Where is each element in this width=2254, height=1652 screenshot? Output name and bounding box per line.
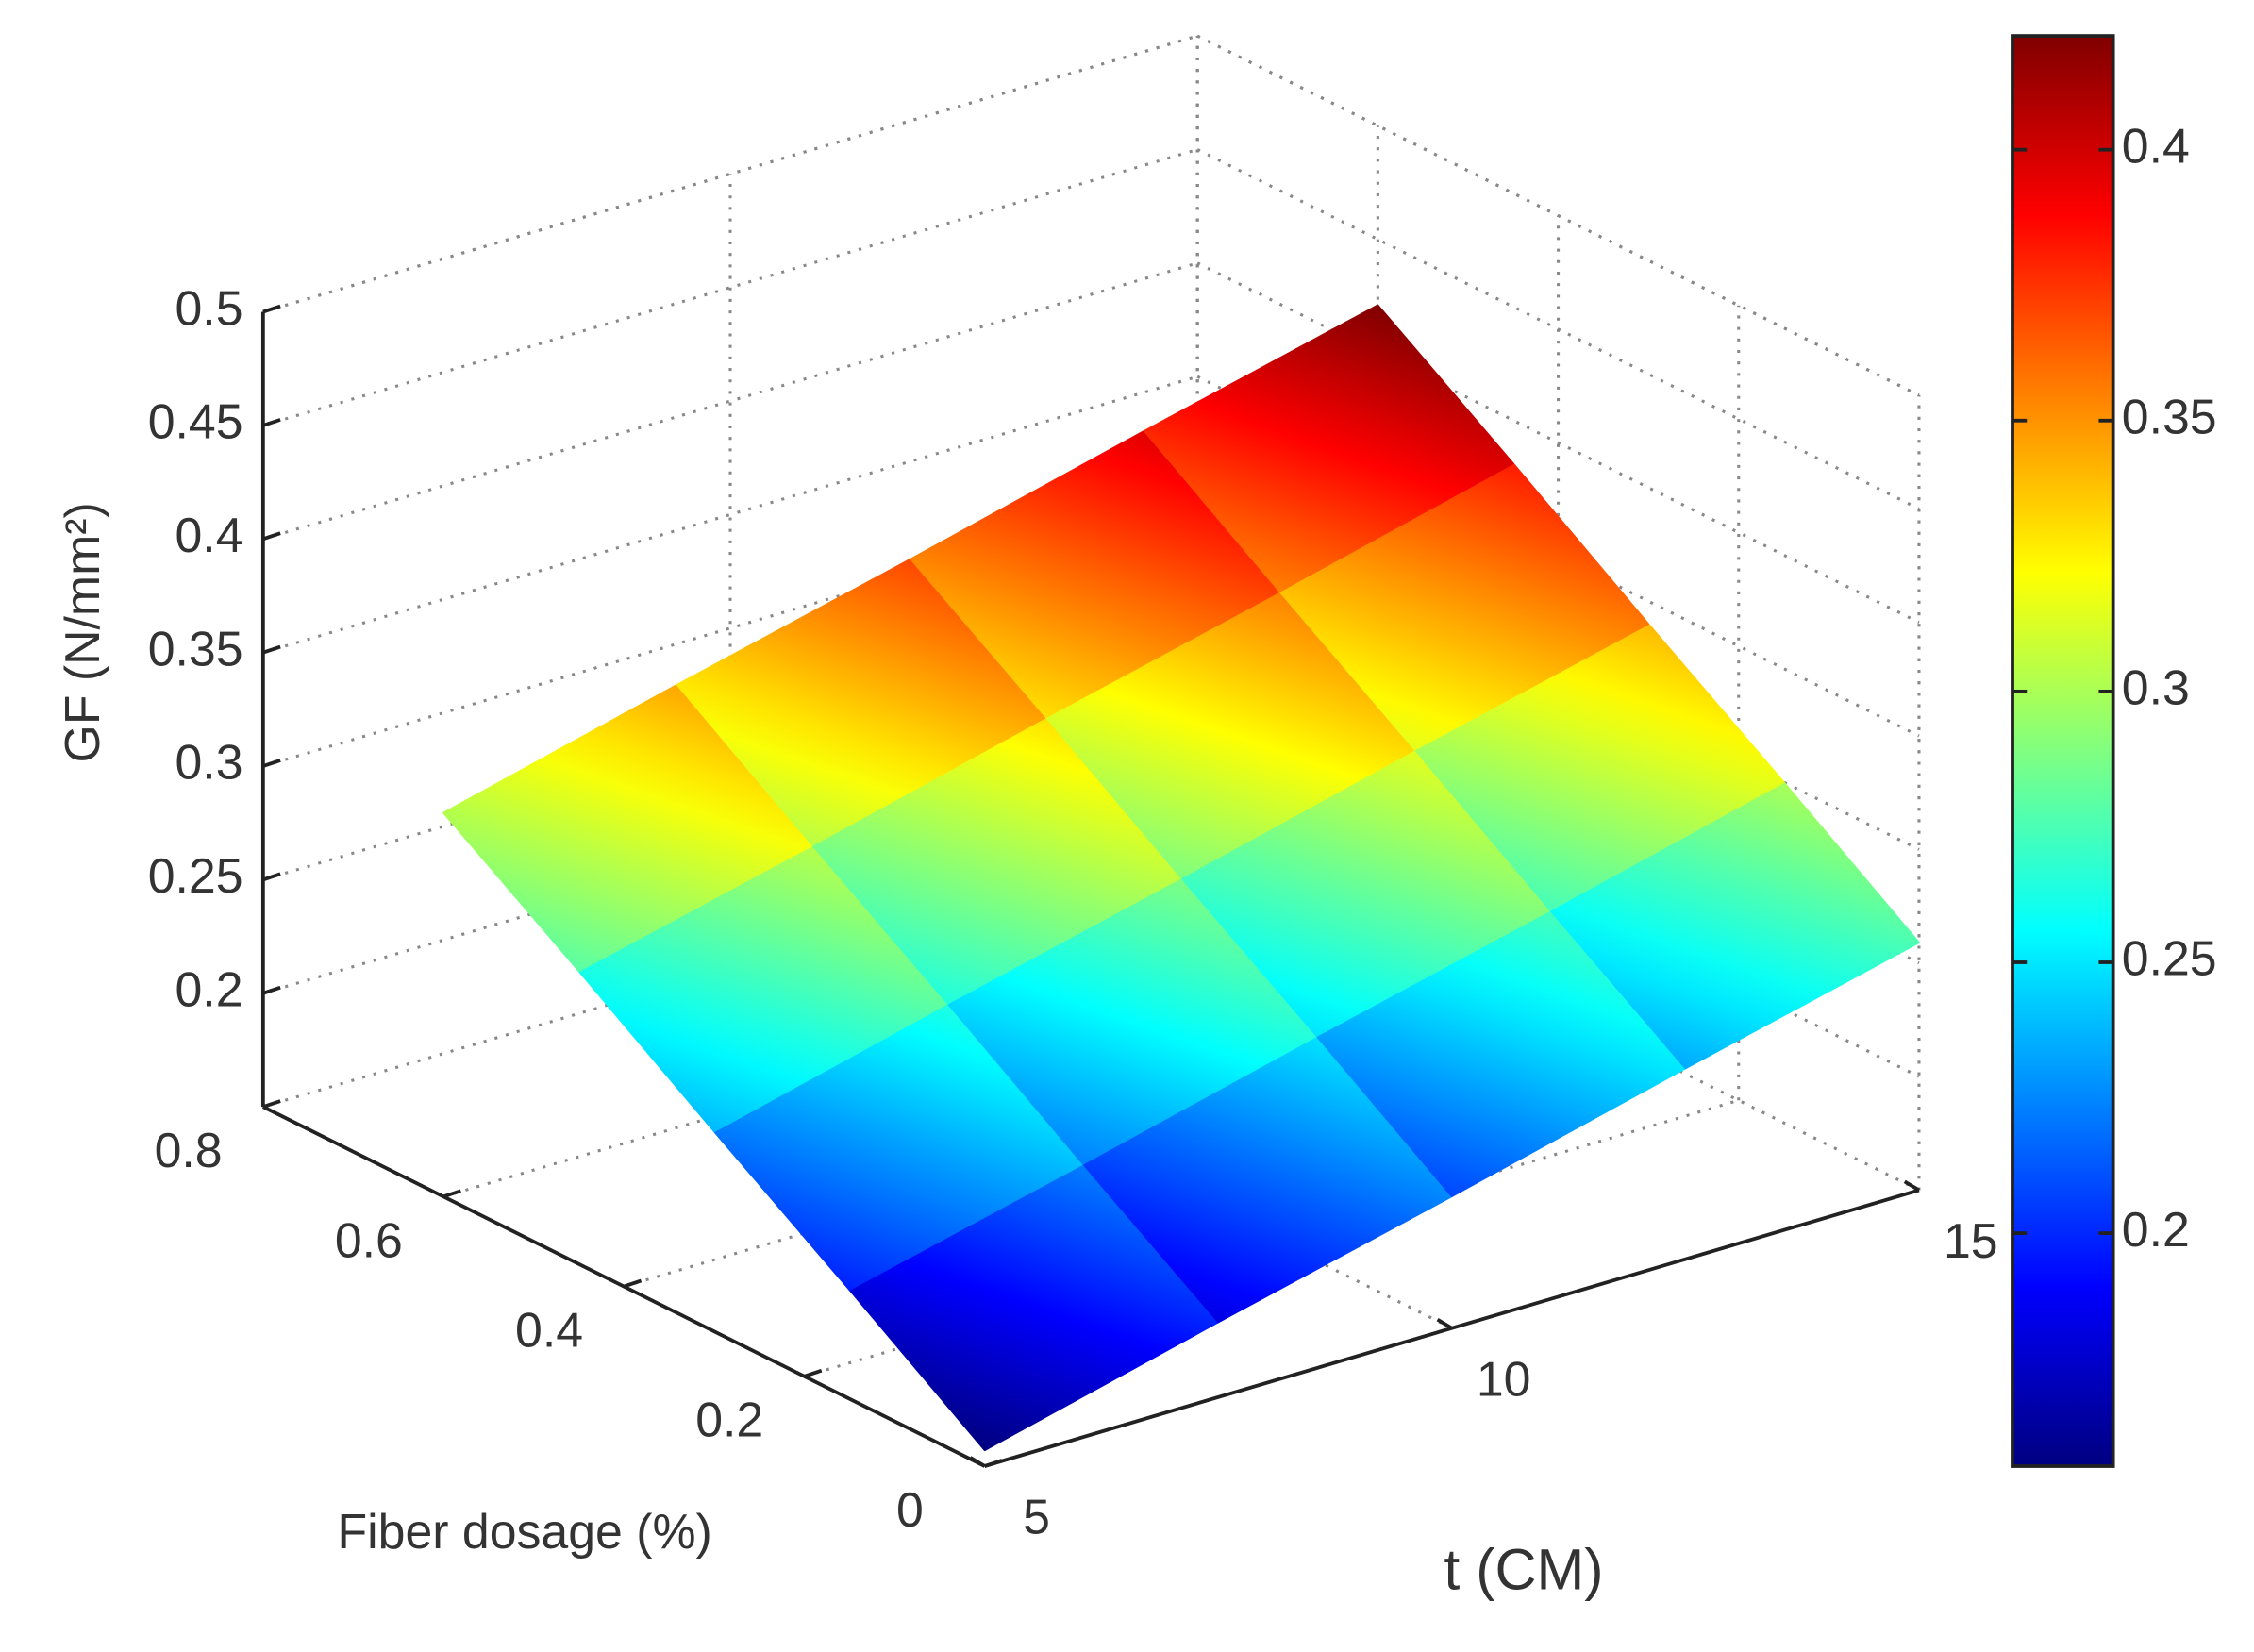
x-axis xyxy=(984,1188,1920,1468)
y-tick xyxy=(442,1189,461,1199)
x-tick xyxy=(1436,1317,1453,1330)
z-tick-label: 0.25 xyxy=(148,848,243,903)
grid-line xyxy=(262,829,1198,1109)
grid-line xyxy=(1196,261,1920,625)
y-tick-label: 0 xyxy=(896,1482,924,1537)
z-tick-label: 0.4 xyxy=(175,508,243,562)
colorbar-tick-label: 0.4 xyxy=(2122,118,2190,173)
x-tick-label: 10 xyxy=(1477,1351,1531,1406)
z-tick-label: 0.45 xyxy=(148,394,243,449)
grid-line xyxy=(262,489,1198,768)
z-tick xyxy=(262,418,281,427)
grid-line xyxy=(262,147,1198,427)
y-tick-label: 0.2 xyxy=(695,1393,763,1447)
grid-line xyxy=(262,602,1198,881)
z-tick-label: 0.2 xyxy=(175,961,243,1016)
x-tick-label: 15 xyxy=(1944,1213,1998,1268)
z-tick-label: 0.3 xyxy=(175,735,243,790)
z-tick xyxy=(262,304,281,314)
z-tick-label: 0.35 xyxy=(148,621,243,676)
grid-line xyxy=(623,1009,1559,1289)
x-tick xyxy=(969,1456,986,1468)
z-tick xyxy=(262,985,281,995)
z-tick xyxy=(262,759,281,768)
grid-line xyxy=(262,715,1198,995)
y-tick-label: 0.4 xyxy=(515,1303,583,1358)
x-tick xyxy=(1903,1179,1920,1193)
colorbar-tick-label: 0.35 xyxy=(2122,389,2217,443)
y-axis-label: Fiber dosage (%) xyxy=(337,1504,711,1559)
y-tick xyxy=(984,1459,1003,1468)
colorbar-tick-label: 0.3 xyxy=(2122,660,2190,715)
z-tick xyxy=(262,644,281,655)
z-tick xyxy=(262,531,281,542)
colorbar-tick-label: 0.25 xyxy=(2122,931,2217,986)
colorbar-tick-label: 0.2 xyxy=(2122,1202,2190,1257)
x-tick-label: 5 xyxy=(1023,1490,1050,1544)
y-tick-label: 0.6 xyxy=(335,1212,403,1267)
y-tick xyxy=(623,1278,643,1289)
y-tick xyxy=(803,1368,823,1378)
grid-line xyxy=(262,261,1198,541)
z-axis-label: GF (N/mm²) xyxy=(55,502,109,762)
surface-patch xyxy=(1143,304,1514,592)
y-tick-label: 0.8 xyxy=(155,1123,223,1177)
y-tick xyxy=(262,1099,281,1109)
grid-line xyxy=(262,34,1198,314)
z-tick xyxy=(262,872,281,882)
x-axis-label: t (CM) xyxy=(1444,1537,1603,1601)
colorbar xyxy=(2011,34,2115,1468)
grid-line xyxy=(262,375,1198,655)
grid-line xyxy=(442,919,1378,1198)
z-tick-label: 0.5 xyxy=(175,280,243,335)
